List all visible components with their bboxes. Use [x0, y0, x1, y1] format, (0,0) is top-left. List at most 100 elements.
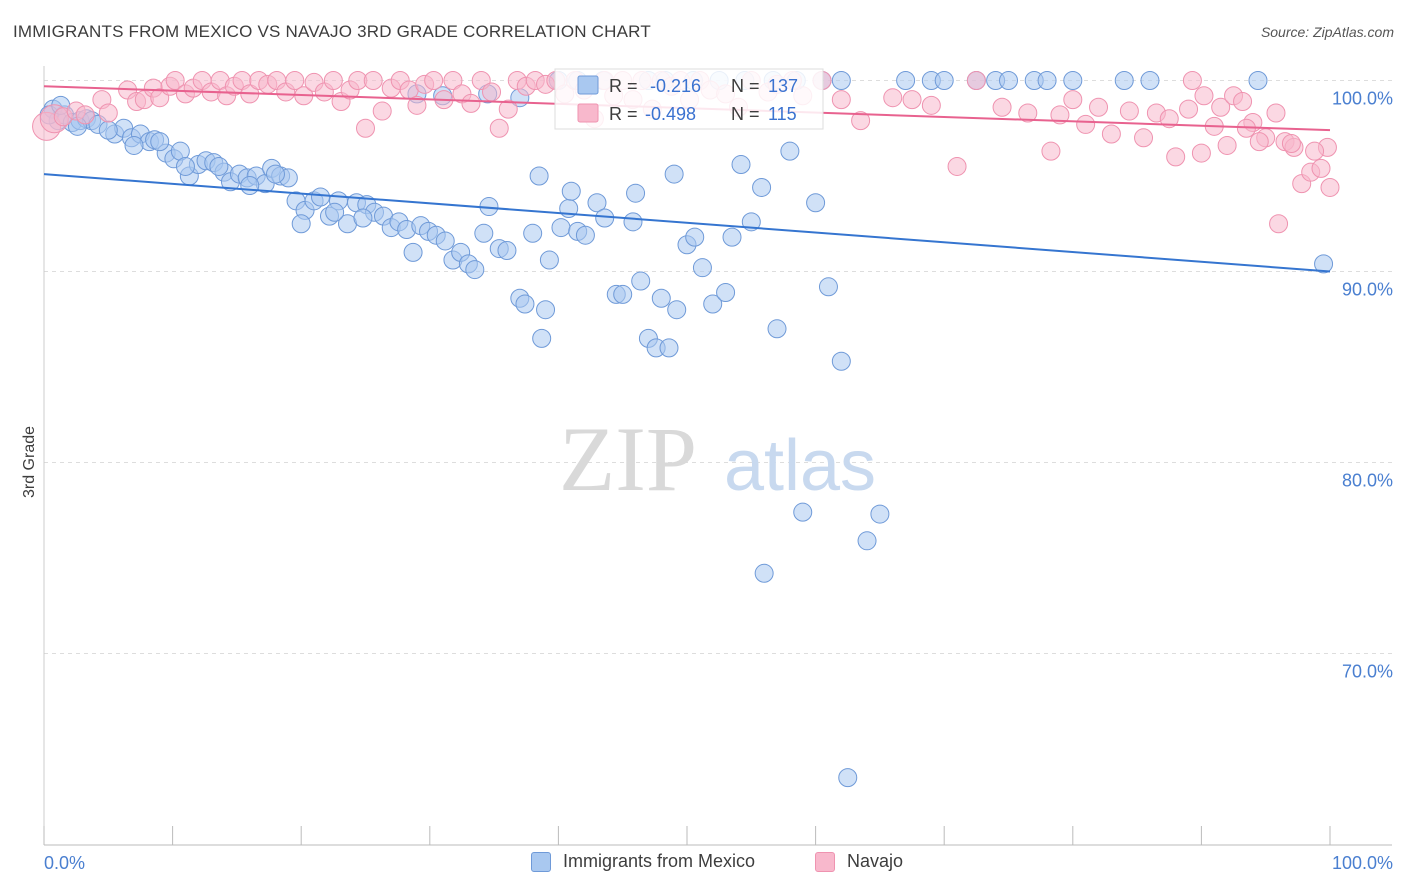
point-immigrants-from-mexico	[754, 563, 774, 583]
point-immigrants-from-mexico	[435, 231, 455, 251]
y-tick-label: 80.0%	[1342, 471, 1393, 491]
point-navajo	[992, 97, 1012, 117]
x-tick-label: 100.0%	[1332, 853, 1393, 873]
stats-n-value-1: 137	[768, 76, 798, 96]
point-immigrants-from-mexico	[551, 218, 571, 238]
point-navajo	[966, 71, 986, 90]
point-immigrants-from-mexico	[999, 71, 1018, 90]
point-immigrants-from-mexico	[532, 328, 552, 348]
point-navajo	[323, 71, 343, 90]
point-immigrants-from-mexico	[497, 240, 517, 260]
point-navajo	[1217, 135, 1237, 155]
point-immigrants-from-mexico	[767, 319, 787, 339]
point-navajo	[1159, 109, 1179, 129]
point-immigrants-from-mexico	[124, 135, 144, 155]
point-immigrants-from-mexico	[1114, 71, 1134, 90]
stats-r-value-2: -0.498	[645, 104, 696, 124]
point-immigrants-from-mexico	[716, 283, 736, 303]
point-immigrants-from-mexico	[703, 294, 723, 314]
point-immigrants-from-mexico	[870, 504, 890, 524]
point-navajo	[1018, 103, 1038, 123]
point-immigrants-from-mexico	[240, 176, 260, 196]
point-immigrants-from-mexico	[659, 338, 679, 358]
y-tick-label: 100.0%	[1332, 89, 1393, 109]
point-navajo	[1101, 124, 1121, 144]
point-immigrants-from-mexico	[561, 181, 581, 201]
point-navajo	[285, 71, 305, 90]
point-immigrants-from-mexico	[623, 212, 643, 232]
point-navajo	[1281, 134, 1301, 154]
point-immigrants-from-mexico	[150, 132, 170, 152]
point-immigrants-from-mexico	[474, 223, 494, 243]
point-immigrants-from-mexico	[831, 351, 851, 371]
point-immigrants-from-mexico	[831, 71, 851, 90]
point-navajo	[165, 71, 185, 90]
watermark: ZIP atlas	[559, 408, 876, 510]
point-immigrants-from-mexico	[685, 227, 705, 247]
point-immigrants-from-mexico	[806, 193, 826, 213]
point-immigrants-from-mexico	[934, 71, 954, 90]
point-immigrants-from-mexico	[752, 177, 772, 197]
point-navajo	[1191, 143, 1211, 163]
legend-item-navajo[interactable]: Navajo	[815, 851, 903, 872]
point-navajo	[1179, 99, 1199, 119]
point-navajo	[498, 99, 518, 119]
trend-line-immigrants-from-mexico	[43, 173, 1331, 273]
legend-label-immigrants-from-mexico: Immigrants from Mexico	[563, 851, 756, 871]
point-navajo	[407, 95, 427, 115]
x-tick-labels: 0.0% 100.0%	[44, 853, 1393, 873]
stats-swatch-blue	[577, 75, 599, 95]
point-immigrants-from-mexico	[857, 531, 877, 551]
point-immigrants-from-mexico	[1037, 71, 1057, 90]
point-immigrants-from-mexico	[98, 120, 118, 140]
stats-r-label-2: R =	[609, 104, 638, 124]
point-navajo	[1249, 132, 1269, 152]
legend-label-navajo: Navajo	[847, 851, 904, 871]
stats-r-label-1: R =	[609, 76, 638, 96]
point-navajo	[443, 71, 463, 90]
watermark-zip: ZIP	[559, 408, 697, 510]
point-immigrants-from-mexico	[536, 300, 556, 320]
point-immigrants-from-mexico	[353, 208, 373, 228]
point-immigrants-from-mexico	[626, 183, 646, 203]
point-immigrants-from-mexico	[1248, 71, 1268, 90]
y-axis-label: 3rd Grade	[21, 426, 38, 498]
chart-title: IMMIGRANTS FROM MEXICO VS NAVAJO 3RD GRA…	[13, 22, 651, 41]
point-navajo	[1076, 114, 1096, 134]
source-note: Source: ZipAtlas.com	[1260, 24, 1394, 40]
point-navajo	[482, 82, 502, 102]
point-navajo	[98, 103, 118, 123]
point-navajo	[356, 118, 375, 138]
legend-item-immigrants-from-mexico[interactable]: Immigrants from Mexico	[531, 851, 755, 872]
point-navajo	[831, 90, 851, 110]
legend-swatch-pink	[815, 851, 835, 872]
point-navajo	[1119, 101, 1139, 121]
y-tick-labels: 100.0% 90.0% 80.0% 70.0%	[1332, 89, 1393, 682]
point-navajo	[489, 118, 509, 138]
point-navajo	[883, 88, 903, 108]
point-immigrants-from-mexico	[310, 187, 330, 207]
point-immigrants-from-mexico	[539, 250, 559, 270]
y-tick-label: 90.0%	[1342, 280, 1393, 300]
point-navajo	[1182, 71, 1202, 90]
stats-legend-box: R = -0.216 N = 137 R = -0.498 N = 115	[554, 68, 824, 130]
stats-n-value-2: 115	[768, 104, 797, 124]
point-navajo	[1041, 141, 1061, 161]
point-navajo	[1134, 128, 1154, 148]
y-tick-label: 70.0%	[1342, 662, 1393, 682]
watermark-atlas: atlas	[724, 426, 876, 506]
point-navajo	[75, 105, 95, 125]
point-navajo	[1211, 97, 1231, 117]
point-immigrants-from-mexico	[896, 71, 916, 90]
point-immigrants-from-mexico	[403, 242, 423, 262]
stats-box-frame	[554, 68, 824, 130]
point-immigrants-from-mexico	[587, 193, 607, 213]
point-navajo	[424, 71, 444, 90]
point-immigrants-from-mexico	[175, 156, 195, 176]
stats-r-value-1: -0.216	[650, 76, 701, 96]
point-immigrants-from-mexico	[465, 260, 485, 280]
axes	[43, 66, 1392, 846]
stats-n-label-1: N =	[731, 76, 760, 96]
point-immigrants-from-mexico	[529, 166, 549, 186]
